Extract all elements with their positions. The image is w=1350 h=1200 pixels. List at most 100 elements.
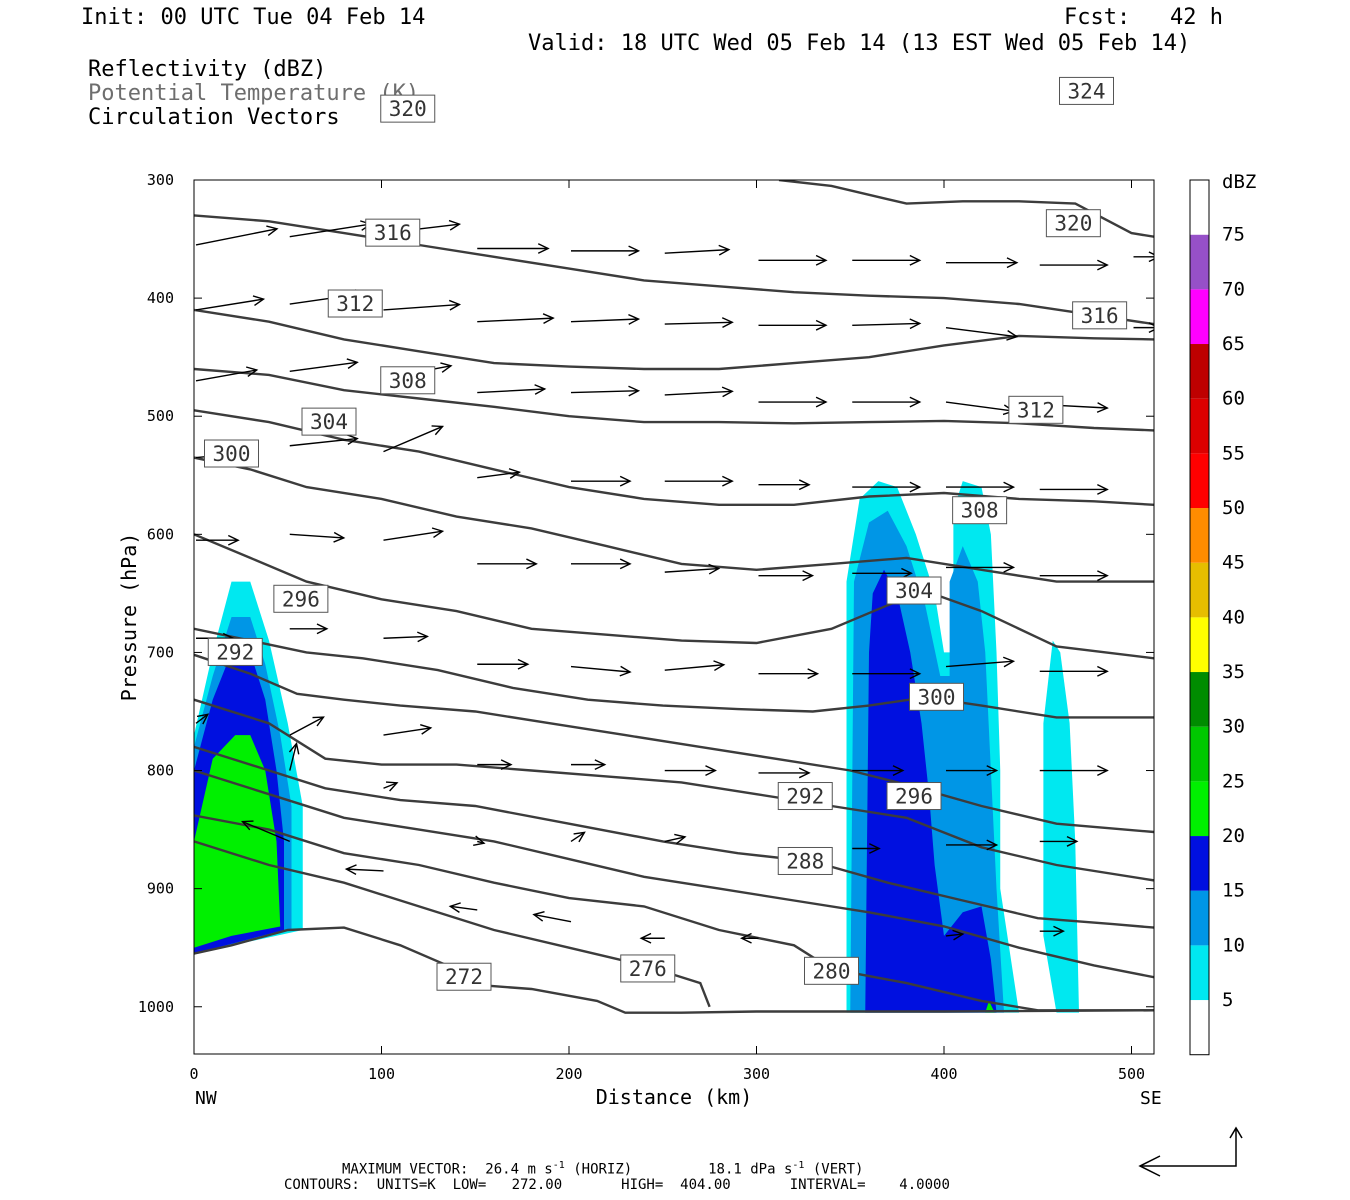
svg-text:316: 316	[1081, 304, 1119, 328]
circulation-vector	[946, 481, 1016, 493]
circulation-vector	[196, 534, 240, 546]
circulation-vector	[383, 425, 445, 453]
circulation-vector	[758, 319, 828, 331]
reflectivity-20-region	[194, 735, 281, 948]
contour-label: 292	[777, 782, 833, 811]
circulation-vector	[383, 631, 429, 643]
circulation-vector	[477, 759, 513, 771]
svg-text:316: 316	[374, 221, 412, 245]
colorbar-label: 50	[1222, 497, 1245, 519]
field-circulation-vectors: Circulation Vectors	[88, 105, 340, 130]
circulation-vector	[570, 385, 641, 397]
contour-label: 300	[204, 439, 259, 468]
circulation-vector	[945, 929, 965, 941]
reflectivity-20-region	[985, 1000, 995, 1013]
circulation-vector	[383, 527, 445, 541]
circulation-vector	[945, 656, 1016, 668]
colorbar-label: 25	[1222, 770, 1245, 792]
circulation-vector	[639, 932, 665, 944]
svg-text:308: 308	[389, 369, 427, 393]
contour-label: 300	[909, 682, 964, 711]
theta-contour-316	[194, 367, 1154, 432]
circulation-vector	[448, 902, 478, 913]
circulation-vector	[758, 254, 828, 266]
circulation-vector	[477, 468, 522, 479]
svg-text:292: 292	[216, 640, 254, 664]
theta-contour-296	[194, 653, 1154, 834]
colorbar-label: 60	[1222, 388, 1245, 410]
nw-end-label: NW	[195, 1088, 217, 1109]
contour-label: 288	[777, 846, 833, 875]
circulation-vector	[945, 401, 1016, 416]
svg-text:324: 324	[1068, 79, 1106, 103]
circulation-vector	[664, 386, 734, 398]
init-time: Init: 00 UTC Tue 04 Feb 14	[81, 5, 426, 30]
circulation-vector	[758, 668, 820, 680]
contour-label: 312	[1008, 395, 1064, 424]
colorbar-label: 35	[1222, 661, 1245, 683]
vert-unit: (VERT)	[812, 1161, 864, 1178]
circulation-vector	[1039, 570, 1109, 582]
circulation-vector	[195, 366, 259, 382]
circulation-vector	[852, 481, 922, 493]
circulation-vector	[852, 668, 922, 680]
x-tick-label: 500	[1118, 1065, 1145, 1083]
circulation-vector	[740, 932, 759, 944]
circulation-vector	[664, 660, 726, 672]
y-axis-label: Pressure (hPa)	[117, 533, 141, 702]
circulation-vector	[664, 244, 731, 256]
theta-contour-272	[194, 926, 1154, 1014]
svg-text:296: 296	[282, 587, 320, 611]
theta-contour-308	[194, 456, 1154, 583]
svg-text:312: 312	[336, 292, 374, 316]
colorbar-swatch	[1190, 890, 1209, 946]
colorbar-swatch	[1190, 180, 1209, 235]
circulation-vector	[852, 567, 913, 579]
max-vector-line: MAXIMUM VECTOR: 26.4 m s-1 (HORIZ) 18.1 …	[342, 1158, 863, 1178]
colorbar-swatch	[1190, 344, 1209, 399]
horiz-exponent: -1	[552, 1160, 565, 1171]
circulation-vector	[477, 658, 530, 670]
contour-label: 292	[207, 637, 263, 666]
theta-contour-320	[194, 308, 1154, 371]
contour-label: 320	[380, 94, 436, 123]
contour-label: 280	[804, 956, 859, 985]
colorbar-swatch	[1190, 508, 1209, 563]
colorbar-label: 20	[1222, 825, 1245, 847]
svg-text:304: 304	[310, 410, 348, 434]
contour-label: 324	[1059, 76, 1114, 105]
y-tick-label: 500	[147, 407, 174, 425]
circulation-vector	[946, 765, 999, 776]
svg-text:276: 276	[629, 957, 667, 981]
circulation-vector	[570, 831, 586, 843]
colorbar-label: 70	[1222, 278, 1245, 300]
circulation-vector	[664, 765, 717, 776]
circulation-vector	[664, 317, 734, 328]
colorbar-swatch	[1190, 453, 1209, 509]
svg-text:296: 296	[895, 785, 933, 809]
circulation-vector	[289, 716, 325, 736]
colorbar-label: 5	[1222, 989, 1233, 1011]
contour-label: 320	[1045, 209, 1101, 238]
colorbar-swatch	[1190, 234, 1209, 290]
circulation-vector	[532, 911, 572, 923]
colorbar-swatch	[1190, 836, 1209, 891]
contour-label: 312	[327, 289, 383, 318]
circulation-vector	[477, 313, 555, 324]
circulation-vector	[664, 475, 734, 487]
x-tick-label: 200	[555, 1065, 582, 1083]
circulation-vector	[383, 299, 462, 311]
contour-label: 276	[620, 954, 676, 983]
x-tick-label: 300	[743, 1065, 770, 1083]
contour-info: CONTOURS: UNITS=K LOW= 272.00 HIGH= 404.…	[284, 1177, 950, 1193]
colorbar-frame	[1189, 179, 1210, 1056]
circulation-vector	[1039, 835, 1079, 847]
colorbar-swatch	[1190, 945, 1209, 1001]
colorbar-label: 75	[1222, 224, 1245, 246]
circulation-vector	[195, 295, 266, 311]
circulation-vector	[473, 835, 486, 846]
circulation-vector	[852, 396, 922, 408]
colorbar-label: 55	[1222, 442, 1245, 464]
contour-label: 296	[886, 782, 942, 811]
